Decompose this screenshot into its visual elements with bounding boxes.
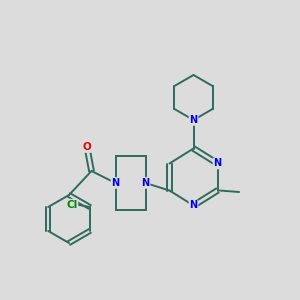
Text: N: N — [189, 115, 198, 125]
Text: Cl: Cl — [66, 200, 77, 210]
Text: N: N — [141, 178, 150, 188]
Text: O: O — [82, 142, 91, 152]
Text: N: N — [213, 158, 222, 169]
Text: N: N — [111, 178, 120, 188]
Text: N: N — [189, 200, 198, 211]
